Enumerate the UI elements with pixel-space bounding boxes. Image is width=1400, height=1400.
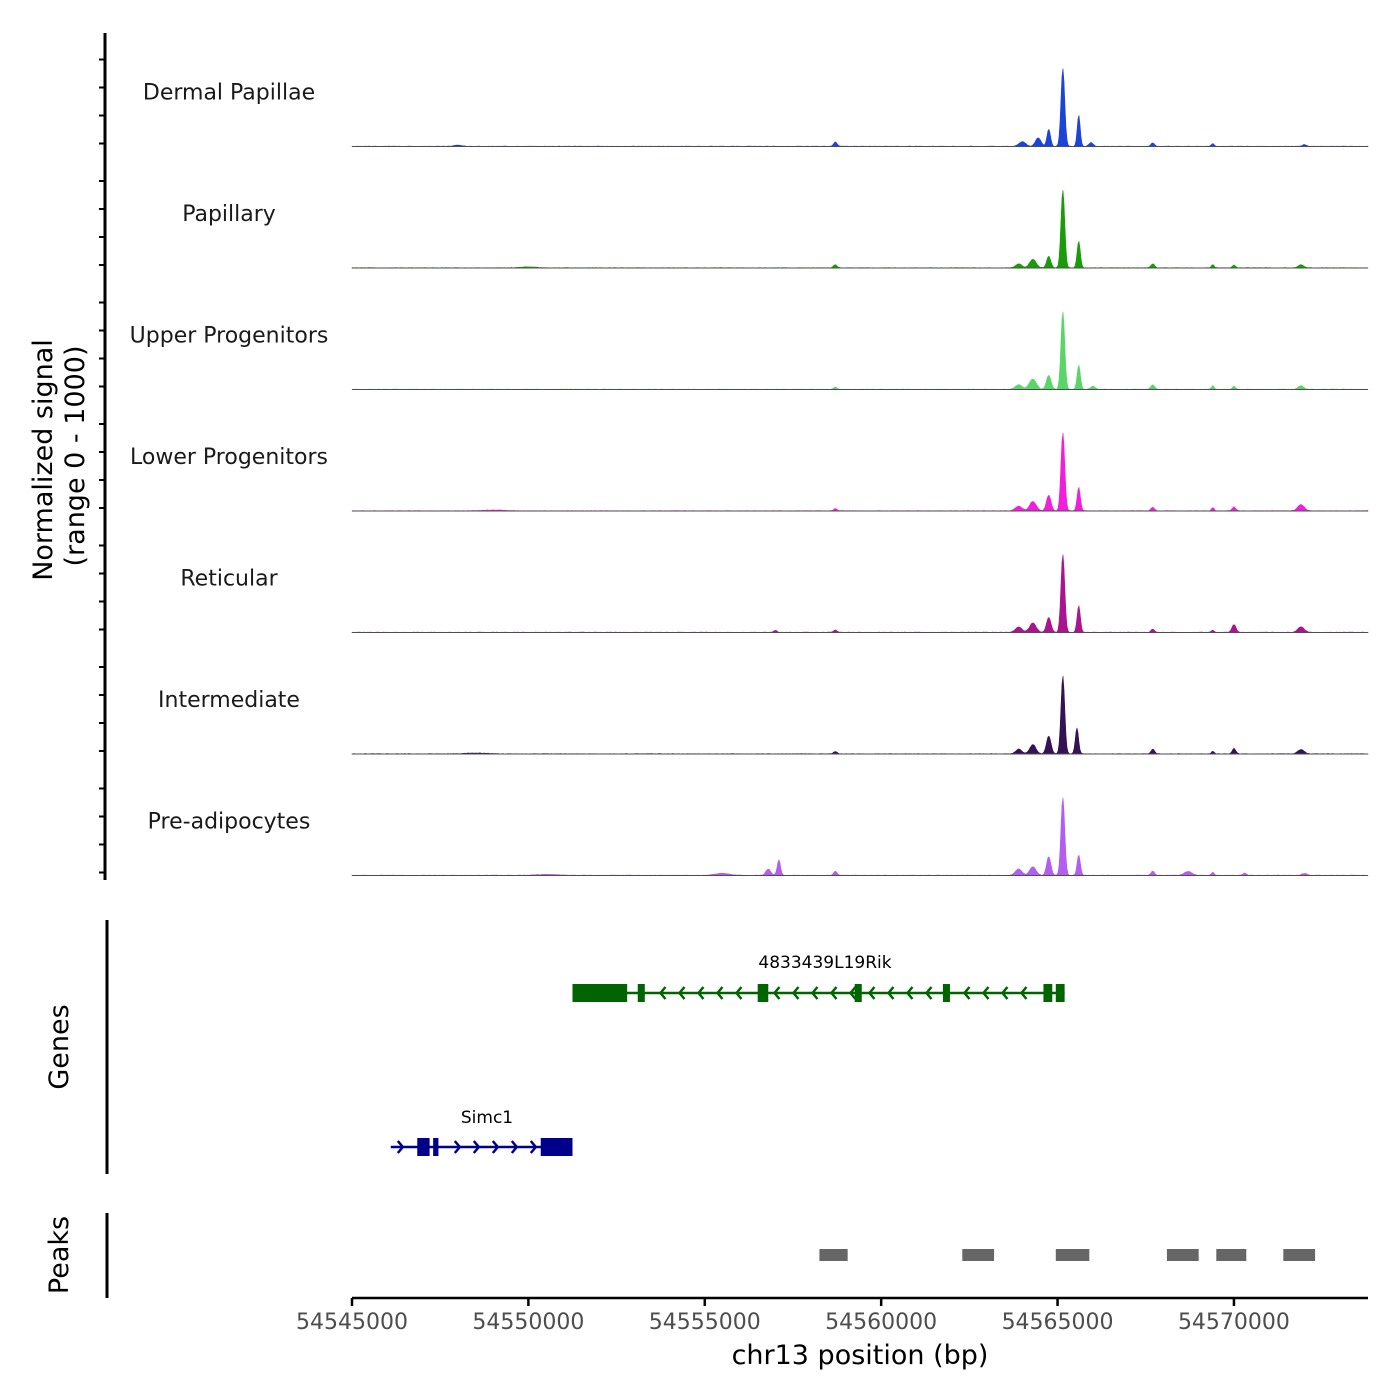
track-upper-progenitors: Upper Progenitors [99,301,1369,390]
y-axis-title-line2: (range 0 - 1000) [60,346,91,567]
gene-exon [1055,984,1065,1002]
peak-region [1283,1249,1316,1261]
peak-regions-layer [819,1249,1316,1261]
strand-chevron [715,986,724,1000]
track-dermal-papillae: Dermal Papillae [99,58,1369,147]
x-axis-title: chr13 position (bp) [732,1340,989,1371]
strand-chevron [658,986,667,1000]
track-label: Dermal Papillae [143,81,315,106]
strand-chevron [962,986,971,1000]
track-label: Pre-adipocytes [148,810,311,835]
x-axis-ticks: 54545000 54550000 54555000 54560000 54565000… [296,1298,1290,1335]
genes-panel-title: Genes [44,1004,75,1089]
x-tick-label: 54560000 [825,1310,937,1335]
strand-chevron [848,986,857,1000]
x-tick-label: 54565000 [1002,1310,1114,1335]
peak-region [1166,1249,1199,1261]
genes-layer: 4833439L19Rik Simc1 [390,953,1065,1156]
signal-area [351,554,1369,633]
gene-exon [433,1138,439,1156]
gene-exon [942,984,950,1002]
x-tick-label: 54545000 [296,1310,408,1335]
track-label: Intermediate [158,688,300,713]
gene-exon [757,984,769,1002]
track-lower-progenitors: Lower Progenitors [99,423,1369,512]
gene-exon [637,984,645,1002]
x-tick-label: 54550000 [472,1310,584,1335]
gene-exon [417,1138,430,1156]
peak-region [819,1249,848,1261]
gene-label-Simc1: Simc1 [461,1108,513,1128]
strand-chevron [905,986,914,1000]
x-tick-label: 54570000 [1178,1310,1290,1335]
strand-chevron [867,986,876,1000]
gene-exon [854,984,862,1002]
strand-chevron [791,986,800,1000]
x-tick-label: 54555000 [649,1310,761,1335]
track-papillary: Papillary [99,180,1369,269]
signal-area [351,797,1369,876]
strand-chevron [529,1140,538,1154]
strand-chevron [510,1140,519,1154]
strand-chevron [810,986,819,1000]
track-intermediate: Intermediate [99,666,1369,755]
strand-chevron [734,986,743,1000]
y-axis-title-line1: Normalized signal [28,339,59,581]
gene-model-4833439L19Rik [572,984,1065,1002]
track-label: Upper Progenitors [130,324,329,349]
signal-area [351,433,1369,512]
track-pre-adipocytes: Pre-adipocytes [99,787,1369,876]
gene-label-4833439L19Rik: 4833439L19Rik [758,953,891,973]
strand-chevron [924,986,933,1000]
peak-region [962,1249,995,1261]
track-label: Papillary [182,202,276,227]
gene-exon [1043,984,1053,1002]
peak-region [1216,1249,1247,1261]
signal-area [351,190,1369,269]
track-reticular: Reticular [99,544,1369,633]
signal-area [351,675,1369,755]
strand-chevron [491,1140,500,1154]
strand-chevron [396,1140,405,1154]
strand-chevron [453,1140,462,1154]
peak-region [1055,1249,1090,1261]
gene-exon [572,984,628,1002]
gene-exon [540,1138,573,1156]
peaks-panel-title: Peaks [44,1216,75,1294]
strand-chevron [1000,986,1009,1000]
gene-model-Simc1 [390,1138,573,1156]
strand-chevron [677,986,686,1000]
track-label: Reticular [180,567,278,592]
strand-chevron [886,986,895,1000]
strand-chevron [472,1140,481,1154]
strand-chevron [829,986,838,1000]
strand-chevron [772,986,781,1000]
track-label: Lower Progenitors [130,445,328,470]
strand-chevron [1019,986,1028,1000]
signal-area [351,311,1369,390]
strand-chevron [696,986,705,1000]
strand-chevron [981,986,990,1000]
signal-area [351,68,1369,147]
coverage-tracks: Dermal Papillae Papillary Upper Progenitor… [99,33,1369,880]
